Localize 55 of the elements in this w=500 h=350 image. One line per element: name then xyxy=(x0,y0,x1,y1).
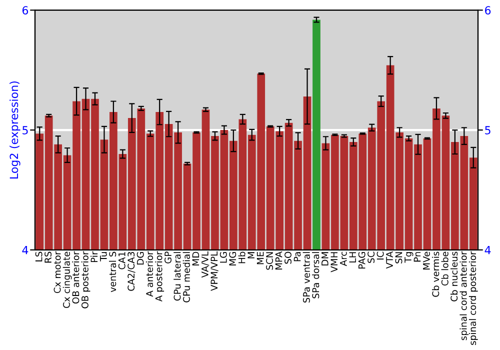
x-tick-label: ventral S xyxy=(109,252,116,292)
x-tick-label: MD xyxy=(192,252,200,266)
x-tick-label: Pir xyxy=(90,251,98,262)
x-tick-label: MVe xyxy=(423,252,430,270)
x-tick-label: SCN xyxy=(266,252,274,270)
x-tick-label: OB posterior xyxy=(81,251,90,308)
x-tick-label: Cx motor xyxy=(54,251,61,294)
x-tick-label: LS xyxy=(35,252,42,262)
x-tick-label: CPu lateral xyxy=(174,252,181,301)
x-tick-label: LG xyxy=(220,252,227,263)
x-tick-label: PAG xyxy=(358,252,366,269)
x-tick-label: spinal cord anterior xyxy=(460,251,469,340)
x-tick-label: SPa ventral xyxy=(302,252,310,303)
x-tick-label: Tg xyxy=(404,252,414,263)
x-tick-label: Tu xyxy=(100,252,107,262)
x-tick-label: RS xyxy=(44,252,52,263)
x-tick-label: SC xyxy=(368,252,375,263)
x-tick-label: CPu medial xyxy=(182,252,190,302)
x-tick-label: M xyxy=(248,252,254,258)
y-axis-title: Log2 (expression) xyxy=(10,81,20,178)
x-tick-label: VMH xyxy=(330,252,338,272)
y-tick-label: 5 xyxy=(22,126,28,134)
y2-tick-label: 6 xyxy=(485,6,491,15)
x-tick-label: Pn xyxy=(414,252,421,262)
x-tick-label: MPA xyxy=(275,251,282,270)
x-tick-label: VTA xyxy=(386,251,393,269)
x-tick-label: DM xyxy=(322,252,328,266)
x-tick-label: Cb nucleus xyxy=(450,252,458,302)
x-tick-label: MG xyxy=(229,252,236,266)
y-tick-label: 4 xyxy=(22,246,28,254)
x-tick-label: OB anterior xyxy=(72,251,80,304)
x-tick-label: VPM/VPL xyxy=(210,251,218,291)
x-tick-label: VA/VL xyxy=(202,251,210,278)
x-tick-label: Cb lobe xyxy=(441,252,448,286)
x-tick-label: Cx cingulate xyxy=(62,252,72,308)
x-tick-label: spinal cord posterior xyxy=(468,251,478,345)
x-tick-label: Pa xyxy=(294,252,301,262)
x-tick-label: Arc xyxy=(340,252,347,266)
x-tick-label: GP xyxy=(164,252,172,264)
x-tick-label: CA2/CA3 xyxy=(128,252,136,291)
x-tick-label: A anterior xyxy=(146,251,154,297)
x-tick-label: Cb vermis xyxy=(432,252,440,297)
y2-tick-label: 5 xyxy=(485,126,490,134)
x-tick-label: SPa dorsal xyxy=(312,252,320,298)
x-tick-label: IC xyxy=(376,252,384,260)
x-tick-label: SN xyxy=(395,252,402,264)
x-tick-label: DG xyxy=(136,252,144,265)
x-tick-label: CA1 xyxy=(118,252,126,270)
x-tick-label: LH xyxy=(349,252,356,262)
x-tick-label: ME xyxy=(256,252,264,264)
x-tick-label: A posterior xyxy=(155,251,164,302)
y2-tick-label: 4 xyxy=(484,246,491,254)
x-tick-label: Hb xyxy=(238,252,246,264)
x-tick-label: SO xyxy=(284,252,292,264)
y-tick-label: 6 xyxy=(22,6,28,15)
